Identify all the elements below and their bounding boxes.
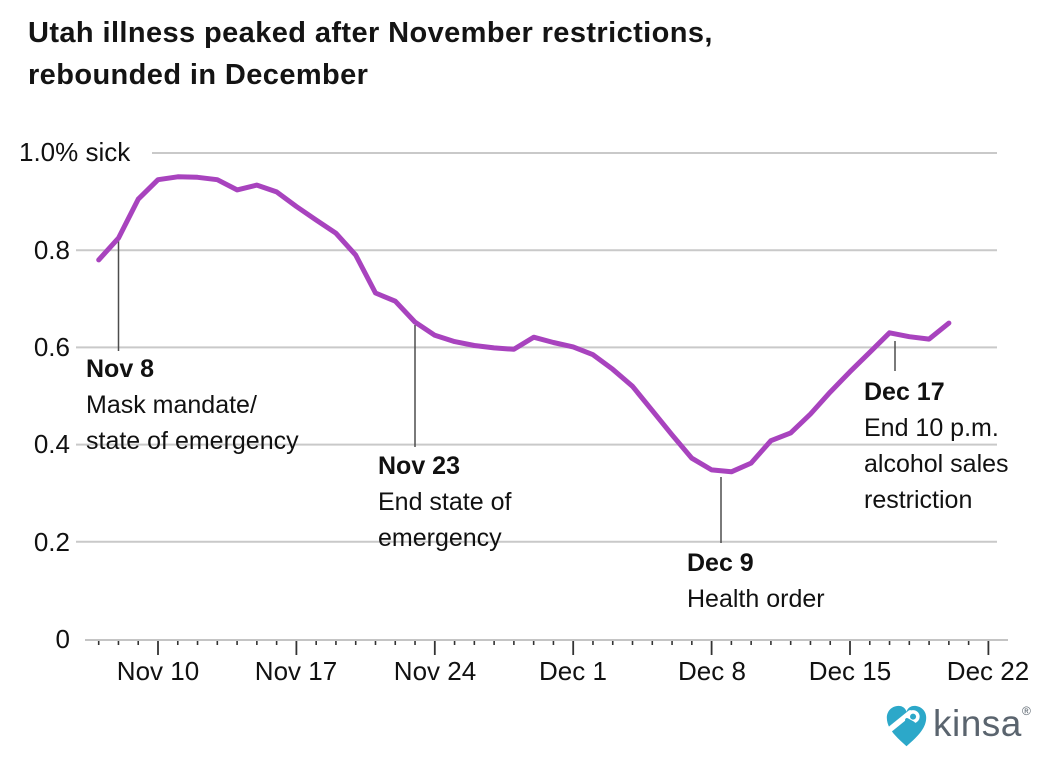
y-tick-label-0-6: 0.6 — [33, 332, 70, 362]
kinsa-wordmark: kinsa — [933, 703, 1022, 744]
annotation-text-line: alcohol sales — [864, 450, 1009, 478]
y-tick-label-0-2: 0.2 — [33, 527, 70, 557]
kinsa-heart-icon — [884, 705, 927, 747]
y-tick-label-0: 0 — [55, 624, 70, 654]
x-tick-label-nov-17: Nov 17 — [254, 656, 338, 686]
chart-title-line-2: rebounded in December — [28, 59, 369, 91]
annotation-text-line: End 10 p.m. — [864, 414, 999, 442]
annotation-nov-23: Nov 23 End state of emergency — [378, 448, 511, 556]
x-tick-label-nov-10: Nov 10 — [116, 656, 200, 686]
annotation-connector-lines — [117, 240, 896, 543]
annotation-text-line: Health order — [687, 585, 825, 613]
annotation-text-line: End state of — [378, 488, 512, 516]
x-axis — [85, 639, 1008, 655]
annotation-date: Nov 8 — [86, 355, 155, 383]
annotation-dec-17: Dec 17 End 10 p.m. alcohol sales restric… — [864, 374, 1009, 518]
x-tick-label-dec-15: Dec 15 — [808, 656, 892, 686]
annotation-text-line: Mask mandate/ — [86, 391, 257, 419]
y-tick-label-0-4: 0.4 — [33, 429, 70, 459]
annotation-nov-8: Nov 8 Mask mandate/ state of emergency — [86, 351, 299, 459]
gridlines — [76, 152, 997, 543]
annotation-dec-9: Dec 9 Health order — [687, 545, 825, 617]
chart-title-line-1: Utah illness peaked after November restr… — [28, 17, 713, 49]
chart-title: Utah illness peaked after November restr… — [28, 12, 713, 96]
annotation-text-line: emergency — [378, 524, 502, 552]
annotation-text-line: state of emergency — [86, 427, 299, 455]
x-tick-label-nov-24: Nov 24 — [393, 656, 477, 686]
annotation-text-line: restriction — [864, 486, 973, 514]
x-tick-label-dec-1: Dec 1 — [539, 656, 607, 686]
illness-trend-line — [96, 174, 952, 475]
kinsa-logo: kinsa ® — [884, 701, 1044, 753]
y-tick-label-0-8: 0.8 — [33, 235, 70, 265]
annotation-date: Nov 23 — [378, 452, 460, 480]
annotation-date: Dec 17 — [864, 378, 945, 406]
x-tick-label-dec-22: Dec 22 — [946, 656, 1030, 686]
x-tick-label-dec-8: Dec 8 — [678, 656, 746, 686]
y-axis-top-label: 1.0% sick — [19, 137, 131, 167]
annotation-date: Dec 9 — [687, 549, 754, 577]
registered-trademark-symbol: ® — [1022, 704, 1031, 718]
